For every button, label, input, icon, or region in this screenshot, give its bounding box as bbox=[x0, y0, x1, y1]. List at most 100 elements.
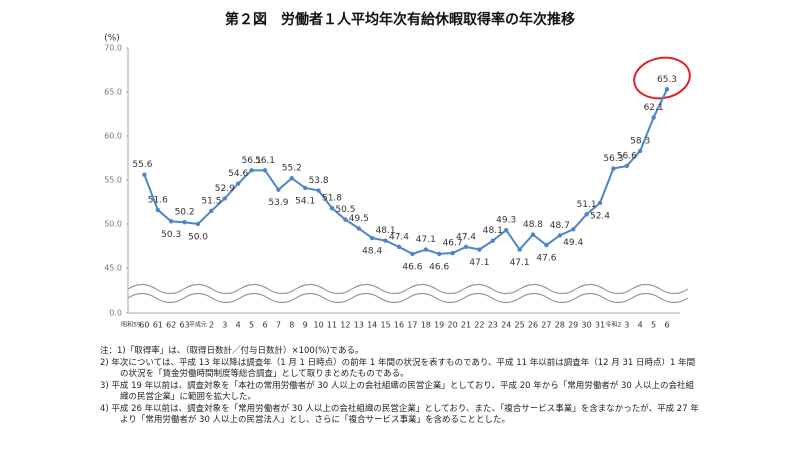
x-tick-label: 5 bbox=[651, 321, 656, 330]
y-tick-label: 60.0 bbox=[104, 132, 122, 141]
y-tick-label: 45.0 bbox=[104, 264, 122, 273]
data-label: 54.6 bbox=[228, 169, 248, 179]
data-point bbox=[236, 181, 241, 186]
x-tick-label: 令和2 bbox=[605, 321, 621, 329]
x-tick-label: 26 bbox=[528, 321, 538, 330]
data-label: 50.5 bbox=[335, 205, 355, 215]
data-point bbox=[504, 227, 509, 233]
data-point bbox=[597, 200, 603, 206]
data-point bbox=[410, 251, 415, 257]
data-label: 53.8 bbox=[309, 176, 329, 186]
data-point bbox=[195, 221, 201, 227]
x-tick-label: 18 bbox=[421, 321, 431, 330]
y-tick-label: 0.0 bbox=[109, 309, 122, 318]
x-tick-label: 27 bbox=[541, 321, 551, 330]
data-label: 65.3 bbox=[657, 75, 677, 85]
x-tick-label: 15 bbox=[381, 321, 391, 330]
data-label: 50.3 bbox=[161, 230, 181, 240]
x-tick-label: 11 bbox=[327, 321, 337, 330]
chart: 第２図 労働者１人平均年次有給休暇取得率の年次推移 (%) 0.0 45.0 50.… bbox=[104, 11, 691, 330]
x-tick-label: 13 bbox=[354, 321, 364, 330]
data-point bbox=[276, 187, 281, 192]
data-label: 51.1 bbox=[577, 200, 597, 210]
data-label: 50.0 bbox=[188, 233, 208, 243]
data-label: 48.1 bbox=[483, 226, 503, 236]
x-tick-label: 20 bbox=[448, 321, 458, 330]
data-label: 47.4 bbox=[456, 232, 476, 242]
x-tick-label: 62 bbox=[166, 321, 176, 330]
data-label: 54.1 bbox=[295, 196, 315, 206]
data-point bbox=[142, 172, 147, 177]
y-tick-label: 65.0 bbox=[104, 88, 122, 97]
data-label: 48.7 bbox=[550, 221, 570, 231]
x-tick-label: 21 bbox=[461, 321, 471, 330]
data-point bbox=[289, 176, 294, 181]
chart-title: 第２図 労働者１人平均年次有給休暇取得率の年次推移 bbox=[225, 11, 575, 28]
data-label: 46.7 bbox=[443, 239, 463, 249]
data-point bbox=[303, 185, 308, 191]
data-point bbox=[463, 244, 469, 250]
data-label: 52.9 bbox=[215, 184, 235, 194]
x-tick-label: 6 bbox=[664, 321, 669, 330]
x-tick-label: 17 bbox=[407, 321, 417, 330]
data-label: 48.1 bbox=[376, 226, 396, 236]
x-tick-label: 7 bbox=[276, 321, 281, 330]
x-tick-label: 昭和59 bbox=[121, 321, 141, 329]
data-label: 62.1 bbox=[644, 103, 664, 113]
data-label: 58.3 bbox=[630, 136, 650, 146]
data-label: 55.6 bbox=[132, 160, 152, 170]
data-point bbox=[624, 163, 629, 169]
data-label: 51.5 bbox=[201, 196, 221, 206]
x-tick-label: 9 bbox=[303, 321, 308, 330]
data-point bbox=[262, 168, 268, 173]
data-label: 48.4 bbox=[362, 247, 382, 257]
x-tick-label: 8 bbox=[289, 321, 294, 330]
data-point bbox=[370, 235, 375, 241]
data-point bbox=[544, 242, 549, 248]
data-point bbox=[651, 115, 656, 120]
x-tick-label: 12 bbox=[340, 321, 350, 330]
data-label: 46.6 bbox=[429, 262, 449, 272]
data-point bbox=[155, 207, 160, 213]
data-point bbox=[490, 238, 495, 243]
notes: 注：1)「取得率」は、（取得日数計／付与日数計）×100(%)である。 2) 年次… bbox=[100, 346, 700, 427]
x-tick-label: 19 bbox=[434, 321, 444, 330]
data-label: 56.1 bbox=[255, 156, 275, 166]
x-tick-label: 2 bbox=[209, 321, 214, 330]
data-label: 47.1 bbox=[416, 235, 436, 245]
x-tick-label: 6 bbox=[262, 321, 267, 330]
data-label: 49.4 bbox=[563, 238, 583, 248]
x-tick-label: 5 bbox=[249, 321, 254, 330]
x-tick-label: 3 bbox=[624, 321, 629, 330]
data-label: 47.6 bbox=[536, 254, 556, 264]
x-tick-label: 63 bbox=[180, 321, 190, 330]
x-tick-label: 3 bbox=[222, 321, 227, 330]
data-point bbox=[343, 217, 348, 222]
x-tick-label: 4 bbox=[638, 321, 643, 330]
data-label: 47.4 bbox=[389, 232, 409, 242]
data-point bbox=[423, 247, 428, 252]
x-tick-label: 23 bbox=[488, 321, 498, 330]
data-label: 51.6 bbox=[148, 195, 168, 205]
data-point bbox=[477, 247, 482, 252]
data-point bbox=[222, 196, 227, 201]
x-tick-label: 10 bbox=[314, 321, 324, 330]
x-tick-label: 29 bbox=[568, 321, 578, 330]
highlight-circle bbox=[633, 56, 691, 100]
data-label: 56.3 bbox=[603, 154, 623, 164]
x-tick-label: 31 bbox=[595, 321, 605, 330]
data-label: 52.4 bbox=[590, 211, 610, 221]
data-label: 53.9 bbox=[268, 198, 288, 208]
x-tick-label: 16 bbox=[394, 321, 404, 330]
data-label: 56.6 bbox=[617, 151, 637, 161]
x-tick-label: 22 bbox=[474, 321, 484, 330]
data-point bbox=[383, 238, 388, 243]
data-point bbox=[316, 188, 321, 193]
data-point bbox=[517, 247, 522, 252]
data-point bbox=[638, 148, 643, 154]
data-point bbox=[437, 251, 442, 257]
y-tick-label: 55.0 bbox=[104, 176, 122, 185]
data-point bbox=[209, 208, 214, 213]
x-tick-label: 30 bbox=[582, 321, 592, 330]
